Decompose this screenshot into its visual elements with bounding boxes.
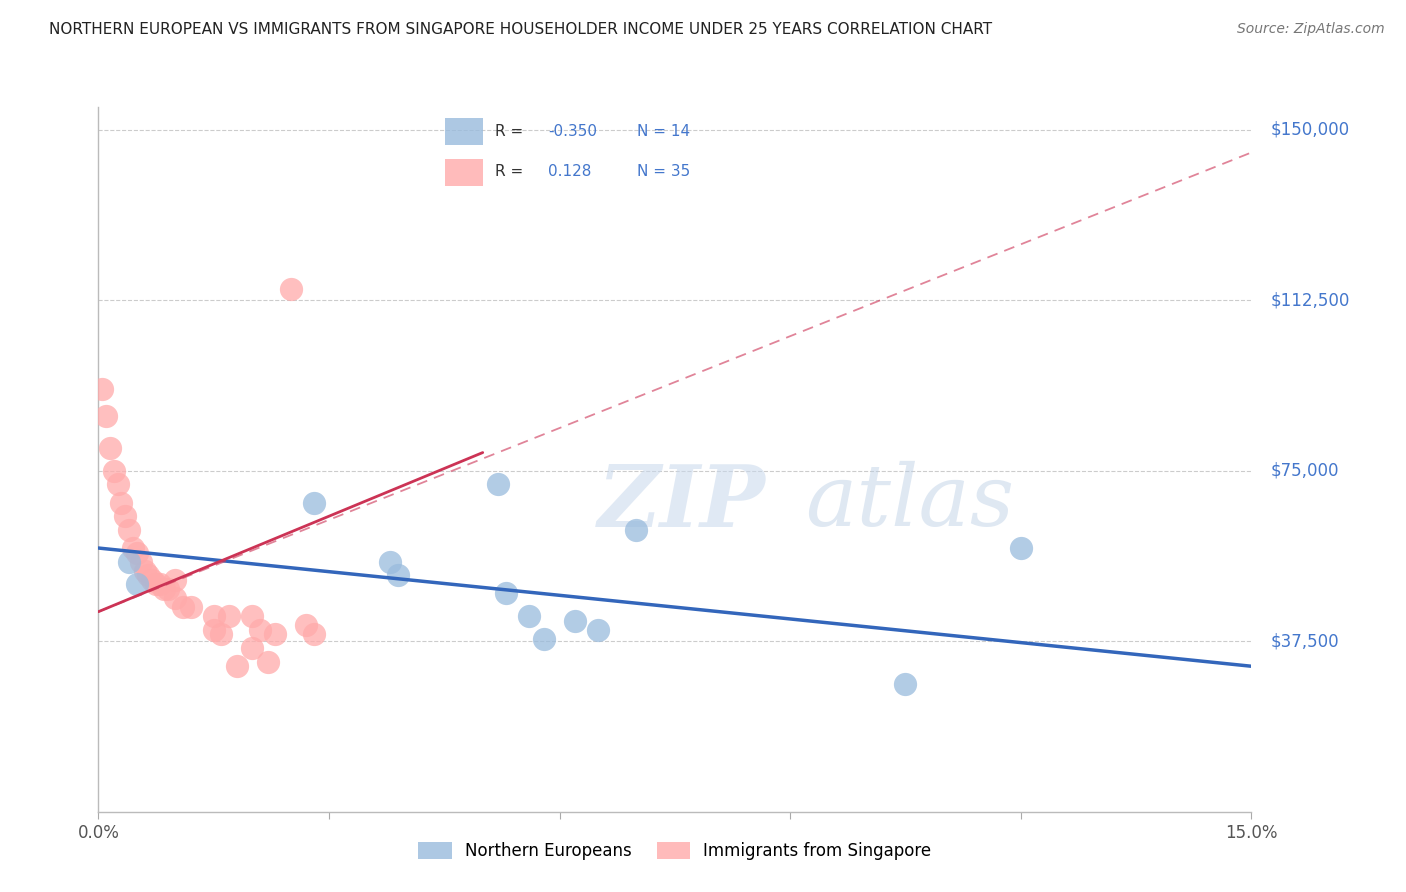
- Text: R =: R =: [495, 164, 523, 178]
- Point: [240, 641, 263, 656]
- Point: [387, 568, 409, 582]
- Point: [180, 600, 202, 615]
- Point: [240, 609, 263, 624]
- Point: [110, 495, 132, 509]
- FancyBboxPatch shape: [444, 159, 484, 186]
- Point: [209, 627, 232, 641]
- Point: [118, 523, 141, 537]
- Point: [165, 591, 187, 605]
- Point: [134, 564, 156, 578]
- Point: [138, 568, 160, 582]
- Point: [103, 464, 125, 478]
- Legend: Northern Europeans, Immigrants from Singapore: Northern Europeans, Immigrants from Sing…: [412, 835, 938, 867]
- Point: [586, 623, 609, 637]
- Point: [564, 614, 586, 628]
- Text: R =: R =: [495, 124, 523, 138]
- Point: [125, 577, 148, 591]
- Text: N = 35: N = 35: [637, 164, 690, 178]
- Point: [1010, 541, 1032, 555]
- Point: [202, 623, 225, 637]
- Point: [98, 441, 121, 455]
- Point: [202, 609, 225, 624]
- Point: [302, 627, 325, 641]
- Point: [122, 541, 145, 555]
- Point: [280, 282, 302, 296]
- Point: [517, 609, 540, 624]
- Point: [107, 477, 129, 491]
- Point: [165, 573, 187, 587]
- Point: [141, 573, 163, 587]
- Text: $112,500: $112,500: [1271, 292, 1350, 310]
- Point: [894, 677, 917, 691]
- Point: [94, 409, 117, 424]
- Point: [249, 623, 271, 637]
- Text: atlas: atlas: [806, 461, 1015, 544]
- Point: [118, 555, 141, 569]
- Text: Source: ZipAtlas.com: Source: ZipAtlas.com: [1237, 22, 1385, 37]
- Text: ZIP: ZIP: [598, 461, 766, 544]
- Point: [145, 577, 167, 591]
- FancyBboxPatch shape: [444, 118, 484, 145]
- Point: [302, 495, 325, 509]
- Point: [486, 477, 509, 491]
- Point: [125, 545, 148, 559]
- Point: [152, 582, 174, 596]
- Text: $75,000: $75,000: [1271, 462, 1339, 480]
- Point: [295, 618, 318, 632]
- Point: [91, 382, 114, 396]
- Point: [495, 586, 517, 600]
- Text: $37,500: $37,500: [1271, 632, 1339, 650]
- Text: -0.350: -0.350: [548, 124, 598, 138]
- Text: $150,000: $150,000: [1271, 120, 1350, 139]
- Point: [256, 655, 278, 669]
- Text: 0.128: 0.128: [548, 164, 592, 178]
- Point: [172, 600, 194, 615]
- Point: [626, 523, 648, 537]
- Point: [129, 555, 152, 569]
- Point: [533, 632, 555, 646]
- Point: [380, 555, 402, 569]
- Point: [149, 577, 172, 591]
- Point: [218, 609, 240, 624]
- Text: N = 14: N = 14: [637, 124, 690, 138]
- Point: [156, 582, 179, 596]
- Point: [114, 509, 136, 524]
- Text: NORTHERN EUROPEAN VS IMMIGRANTS FROM SINGAPORE HOUSEHOLDER INCOME UNDER 25 YEARS: NORTHERN EUROPEAN VS IMMIGRANTS FROM SIN…: [49, 22, 993, 37]
- Point: [264, 627, 287, 641]
- Point: [225, 659, 247, 673]
